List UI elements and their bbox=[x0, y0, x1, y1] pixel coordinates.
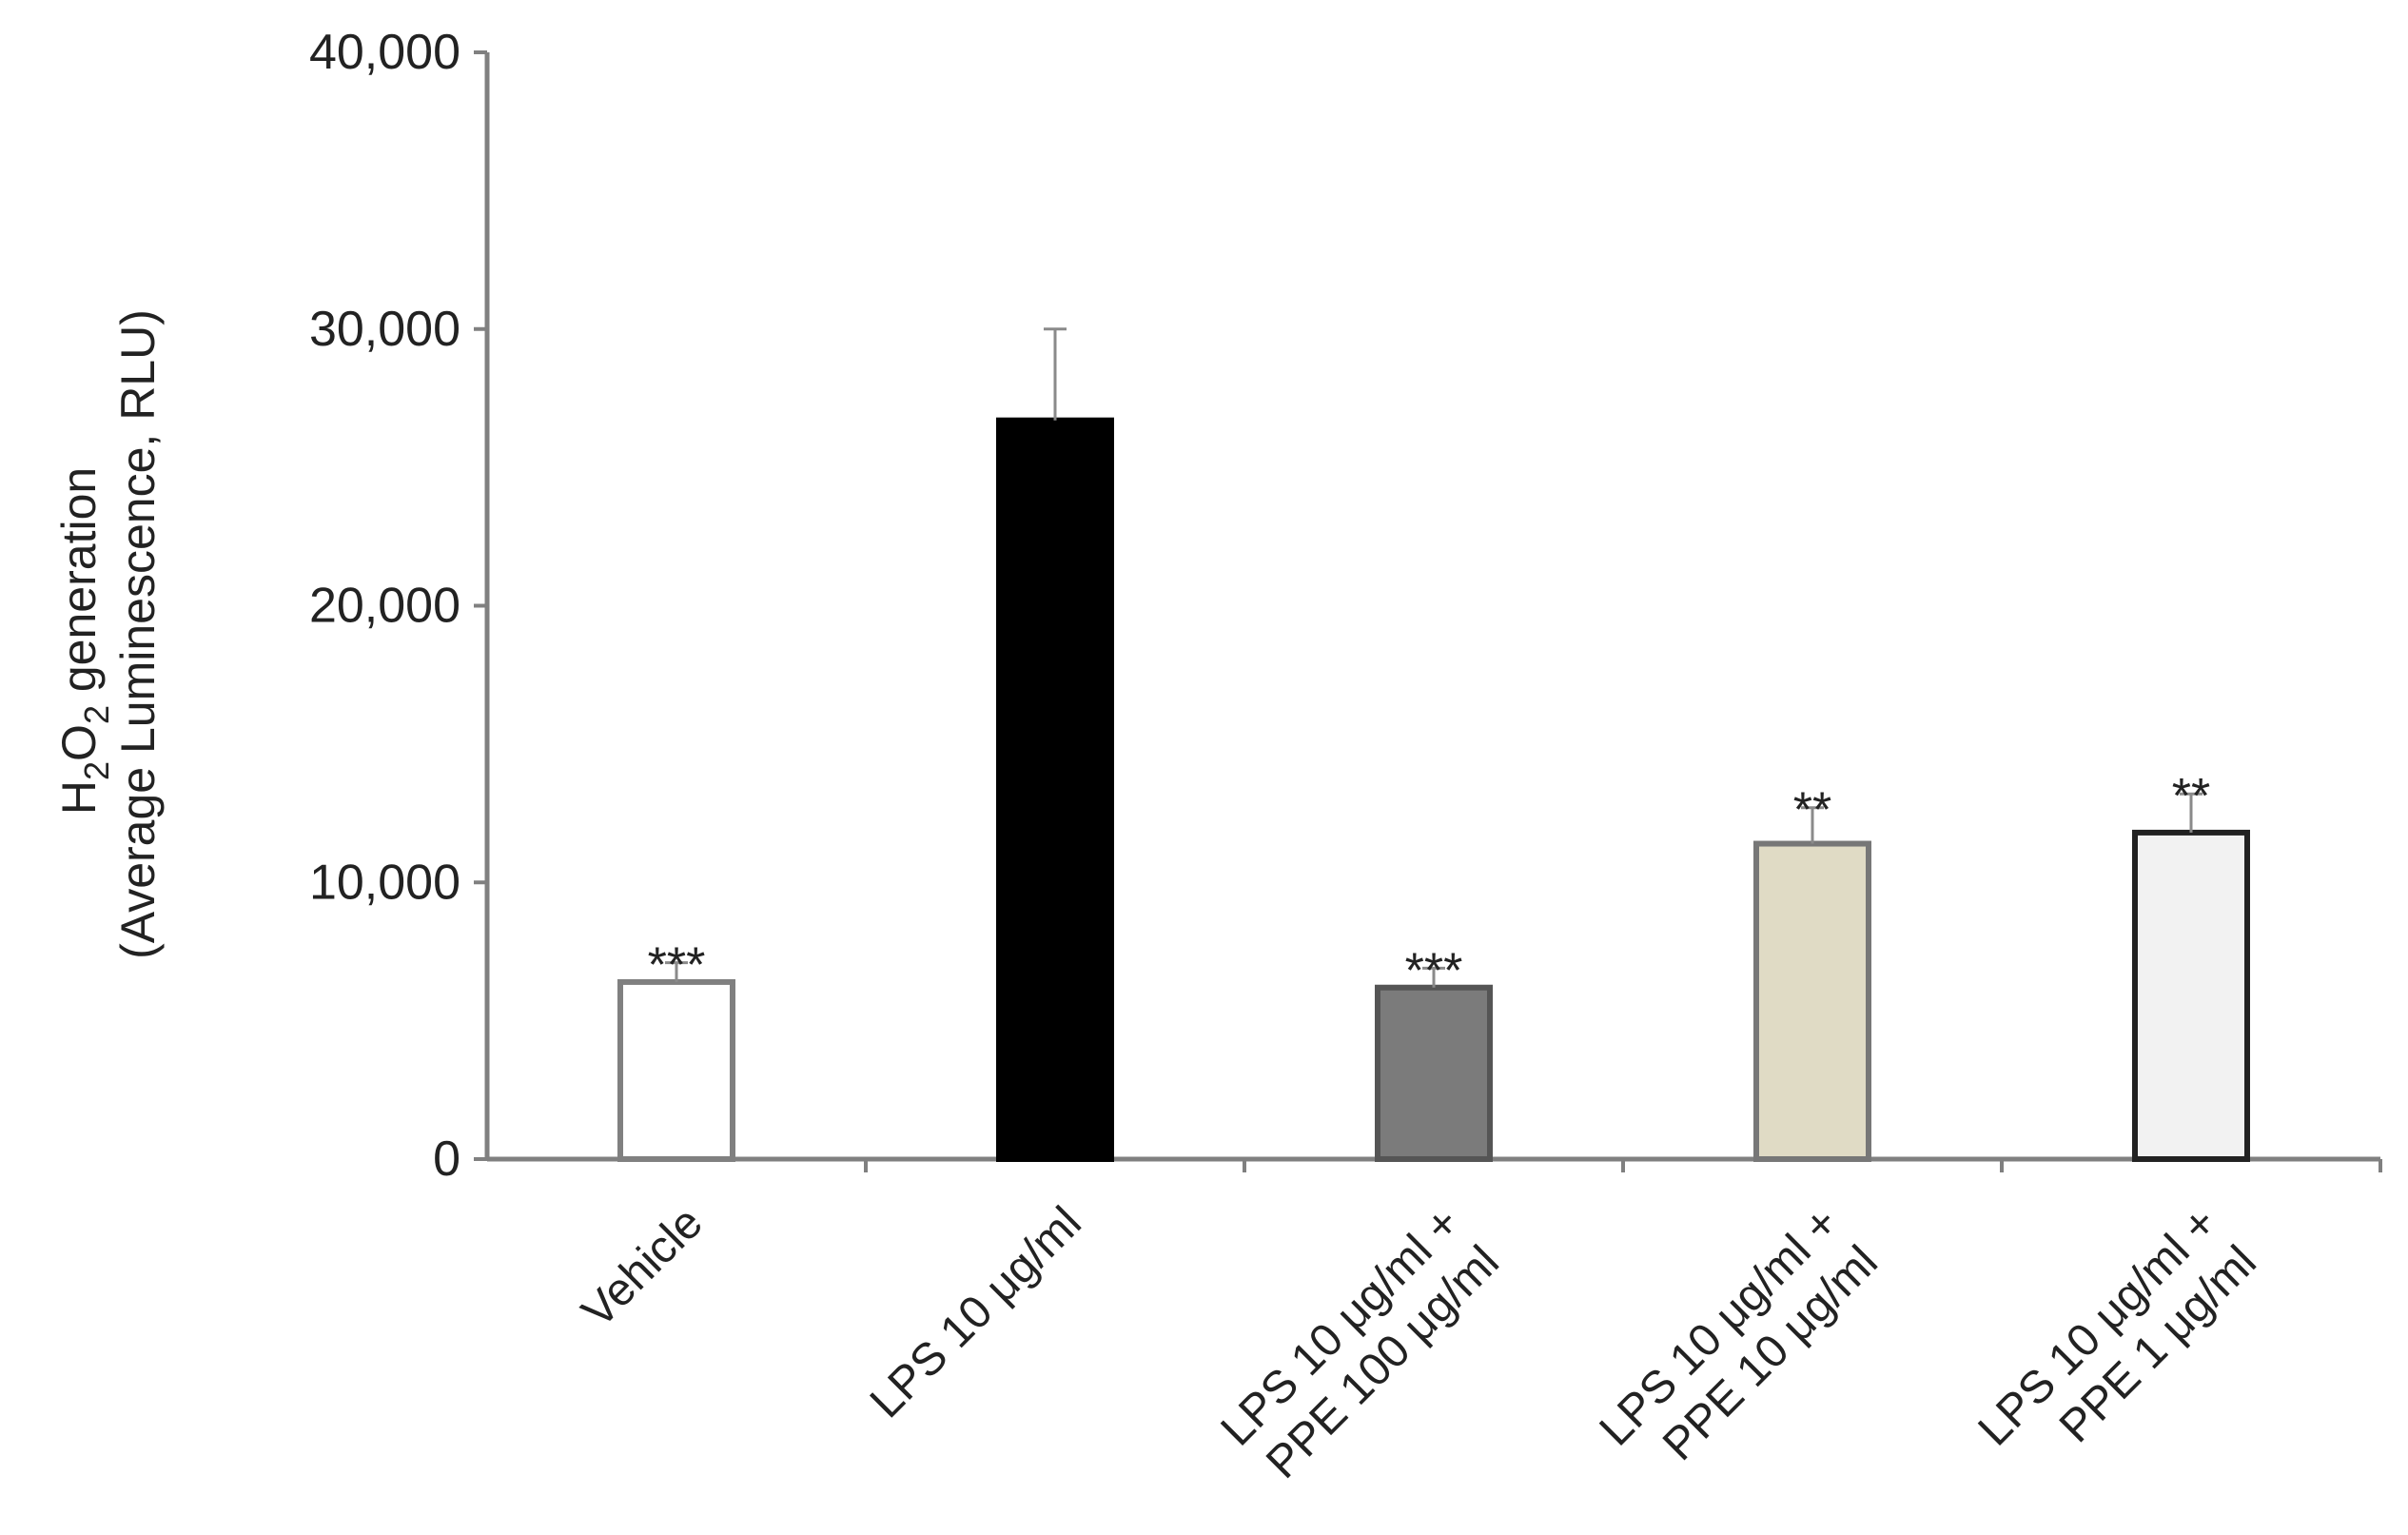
category-label: Vehicle bbox=[573, 1197, 713, 1337]
bars bbox=[617, 327, 2250, 1163]
bar bbox=[617, 978, 735, 1163]
category-label: LPS 10 μg/ml +PPE 100 μg/ml bbox=[1212, 1197, 1509, 1494]
significance-label: ** bbox=[2172, 769, 2210, 824]
bar bbox=[1753, 840, 1871, 1162]
category-label: LPS 10 μg/ml +PPE 1 μg/ml bbox=[1969, 1197, 2266, 1494]
category-label: LPS 10 μg/ml bbox=[861, 1197, 1091, 1427]
category-label-line: Vehicle bbox=[573, 1197, 713, 1337]
y-axis-title-line2: (Average Luminescence, RLU) bbox=[111, 309, 165, 959]
significance-label: *** bbox=[1405, 943, 1463, 998]
y-axis-title-line1: H2O2 generation bbox=[52, 454, 116, 815]
y-tick-label: 20,000 bbox=[309, 579, 460, 634]
y-axis-title: H2O2 generation (Average Luminescence, R… bbox=[52, 309, 165, 959]
bar bbox=[2132, 829, 2250, 1162]
significance-label: *** bbox=[648, 938, 706, 994]
significance-label: ** bbox=[1793, 783, 1831, 838]
y-tick-label: 0 bbox=[433, 1132, 460, 1187]
y-tick-label: 40,000 bbox=[309, 25, 460, 80]
category-label-line: LPS 10 μg/ml bbox=[861, 1197, 1091, 1427]
labels: 0 10,000 20,000 30,000 40,000 *** Vehicle LPS 1… bbox=[309, 25, 2266, 1494]
category-label: LPS 10 μg/ml +PPE 10 μg/ml bbox=[1591, 1197, 1888, 1494]
bar bbox=[996, 417, 1114, 1162]
y-tick-label: 30,000 bbox=[309, 302, 460, 357]
bar bbox=[1375, 984, 1493, 1162]
y-tick-label: 10,000 bbox=[309, 855, 460, 910]
